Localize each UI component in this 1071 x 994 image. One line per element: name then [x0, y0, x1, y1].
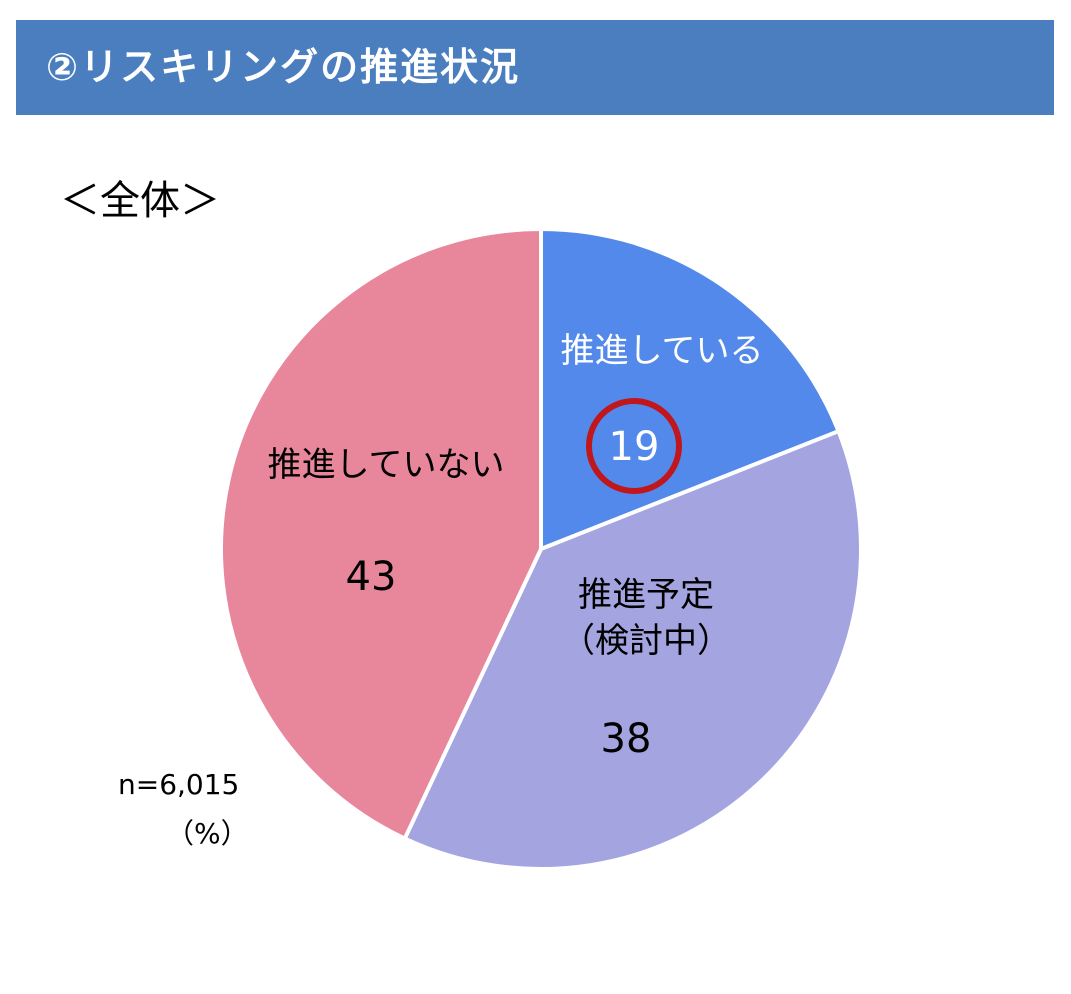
- page-title: ②リスキリングの推進状況: [46, 45, 521, 89]
- slice-label-2-line-2: （検討中）: [561, 621, 731, 661]
- header-bar: ②リスキリングの推進状況: [16, 20, 1054, 115]
- sample-size-note: n=6,015: [118, 768, 240, 801]
- unit-note: （%）: [166, 817, 249, 850]
- chart-subtitle: ＜全体＞: [60, 178, 220, 224]
- slice-value-1: 19: [609, 424, 660, 470]
- pie-slice-2: [402, 429, 863, 871]
- slice-label-3: 推進していない: [268, 445, 505, 485]
- highlight-circle: [586, 398, 682, 494]
- slice-label-1: 推進している: [561, 331, 764, 371]
- slice-label-2-line-1: 推進予定: [578, 575, 714, 615]
- slice-value-3: 43: [346, 554, 397, 600]
- pie-slice-1: [539, 227, 841, 551]
- pie-slice-3: [219, 227, 543, 841]
- slice-value-2: 38: [601, 716, 652, 762]
